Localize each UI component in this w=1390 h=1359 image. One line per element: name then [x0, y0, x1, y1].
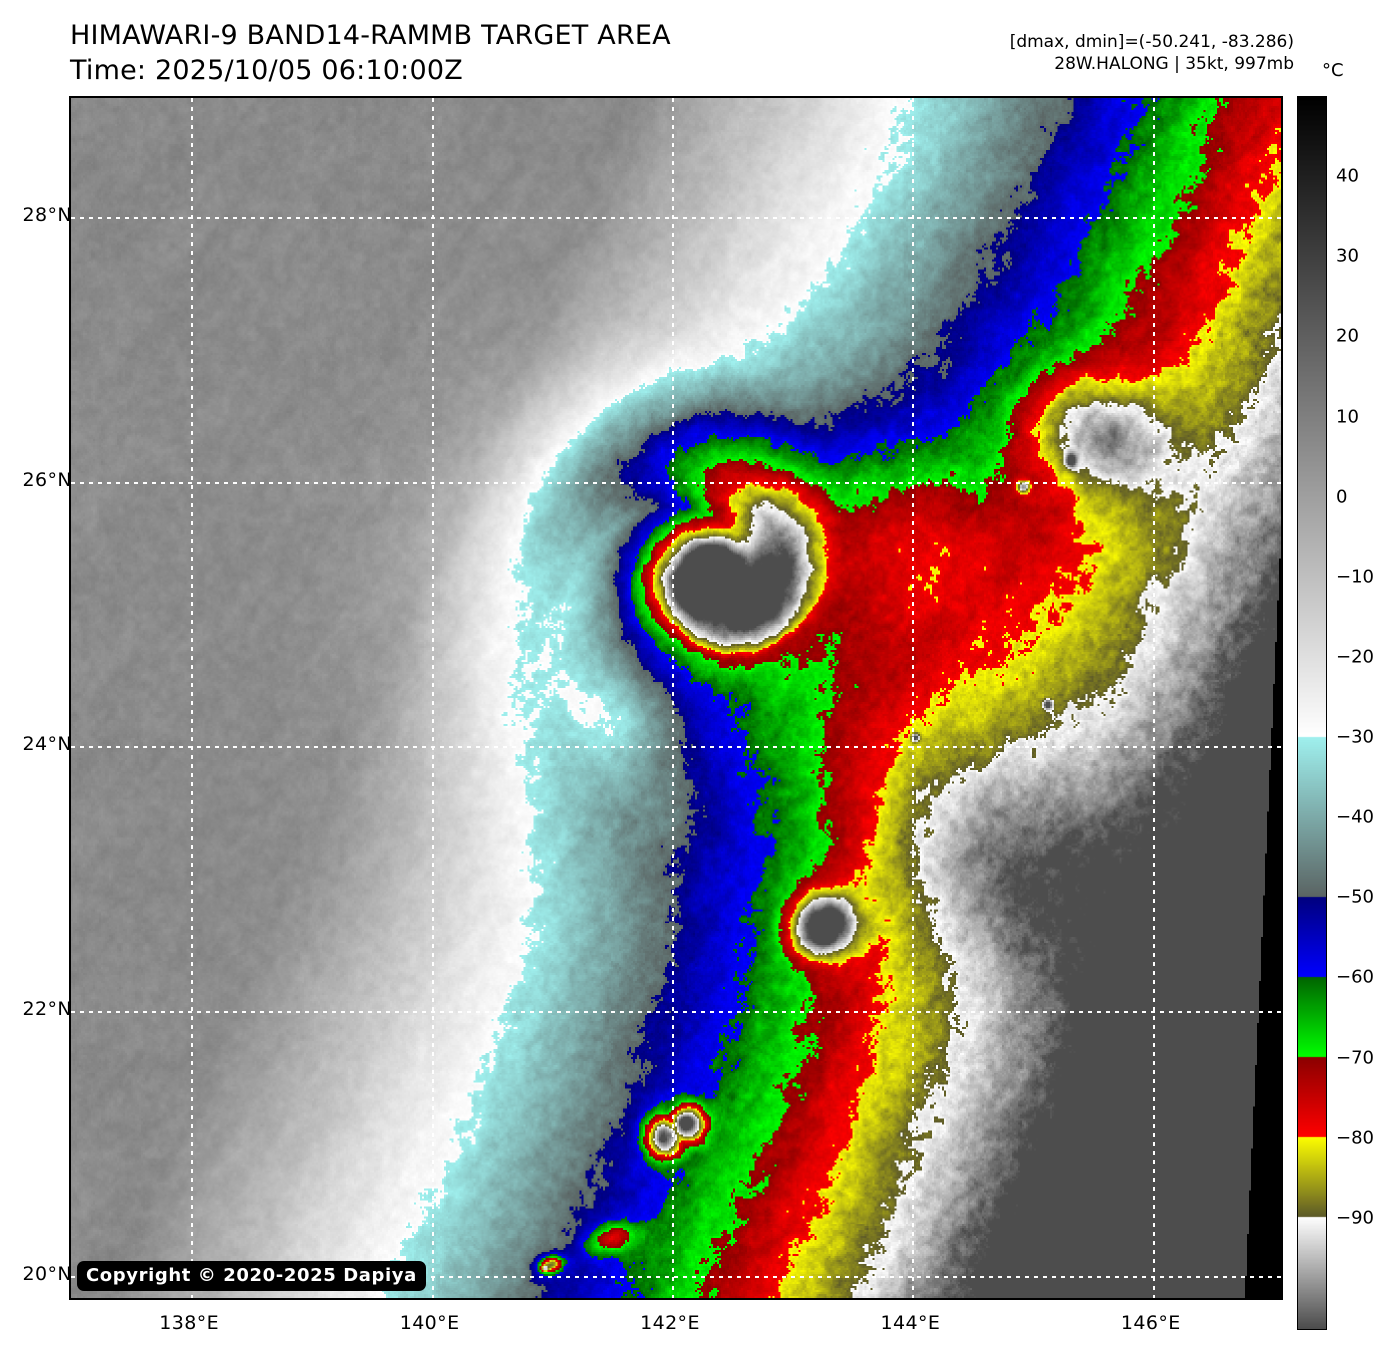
- colorbar-tick-label: 0: [1336, 486, 1348, 508]
- colorbar-tick-label: 40: [1336, 165, 1359, 187]
- y-axis-tick-label: 26°N: [22, 468, 72, 491]
- copyright-watermark: Copyright © 2020-2025 Dapiya: [77, 1261, 426, 1291]
- x-axis-tick-label: 146°E: [1120, 1312, 1181, 1334]
- timestamp-label: Time: 2025/10/05 06:10:00Z: [70, 55, 463, 87]
- page-title: HIMAWARI-9 BAND14-RAMMB TARGET AREA: [70, 20, 671, 51]
- y-axis-tick-label: 20°N: [22, 1262, 72, 1285]
- title-block: HIMAWARI-9 BAND14-RAMMB TARGET AREA Time…: [70, 18, 671, 88]
- x-axis-tick-label: 142°E: [640, 1312, 700, 1334]
- colorbar-tick-label: −90: [1336, 1207, 1374, 1229]
- colorbar-tick-label: −80: [1336, 1127, 1374, 1149]
- y-axis-tick-label: 24°N: [22, 733, 72, 756]
- satellite-image-plot[interactable]: Copyright © 2020-2025 Dapiya: [69, 96, 1283, 1300]
- colorbar-tick-label: −70: [1336, 1047, 1374, 1069]
- x-axis-tick-label: 140°E: [399, 1312, 460, 1334]
- colorbar[interactable]: [1297, 96, 1327, 1330]
- dmax-dmin-label: [dmax, dmin]=(-50.241, -83.286): [1009, 32, 1294, 52]
- y-axis-tick-label: 22°N: [22, 997, 72, 1020]
- colorbar-unit-label: °C: [1322, 60, 1344, 81]
- colorbar-gradient: [1298, 97, 1326, 1329]
- colorbar-tick-label: 20: [1336, 325, 1359, 347]
- satellite-imagery-canvas: [71, 98, 1281, 1298]
- x-axis-tick-label: 144°E: [880, 1312, 941, 1334]
- colorbar-tick-label: −50: [1336, 886, 1374, 908]
- colorbar-tick-label: 10: [1336, 406, 1359, 428]
- x-axis-tick-label: 138°E: [159, 1312, 220, 1334]
- colorbar-tick-label: 30: [1336, 245, 1359, 267]
- metadata-block: [dmax, dmin]=(-50.241, -83.286) 28W.HALO…: [1010, 31, 1294, 75]
- colorbar-tick-label: −30: [1336, 726, 1374, 748]
- y-axis-tick-label: 28°N: [22, 204, 72, 227]
- colorbar-tick-label: −10: [1336, 566, 1374, 588]
- colorbar-tick-label: −40: [1336, 806, 1374, 828]
- colorbar-tick-label: −20: [1336, 646, 1374, 668]
- storm-info-label: 28W.HALONG | 35kt, 997mb: [1054, 54, 1294, 75]
- colorbar-tick-label: −60: [1336, 966, 1374, 988]
